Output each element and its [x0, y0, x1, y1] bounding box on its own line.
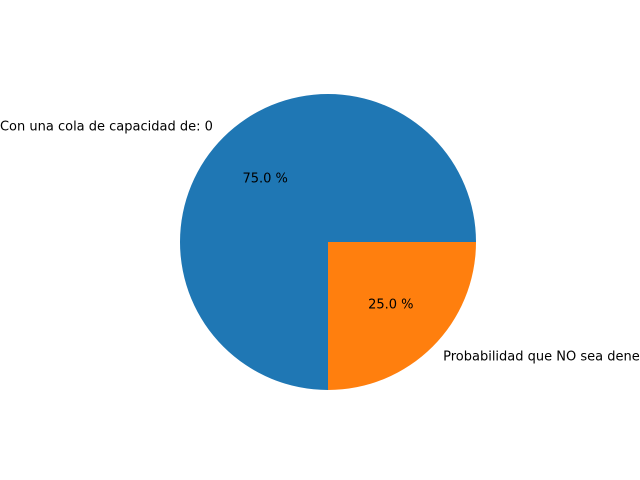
pie-slice-label-1: Probabilidad que NO sea denegada [443, 350, 640, 365]
pie-percent-labels: 75.0 % 25.0 % [242, 172, 413, 313]
pie-slice-1 [328, 242, 476, 390]
pie-percent-label-0: 75.0 % [242, 172, 287, 187]
pie-slice-label-0: Con una cola de capacidad de: 0 [0, 119, 213, 134]
pie-percent-label-1: 25.0 % [368, 297, 413, 312]
pie-slice-labels: Con una cola de capacidad de: 0 Probabili… [0, 119, 640, 364]
pie-slices [180, 94, 476, 390]
